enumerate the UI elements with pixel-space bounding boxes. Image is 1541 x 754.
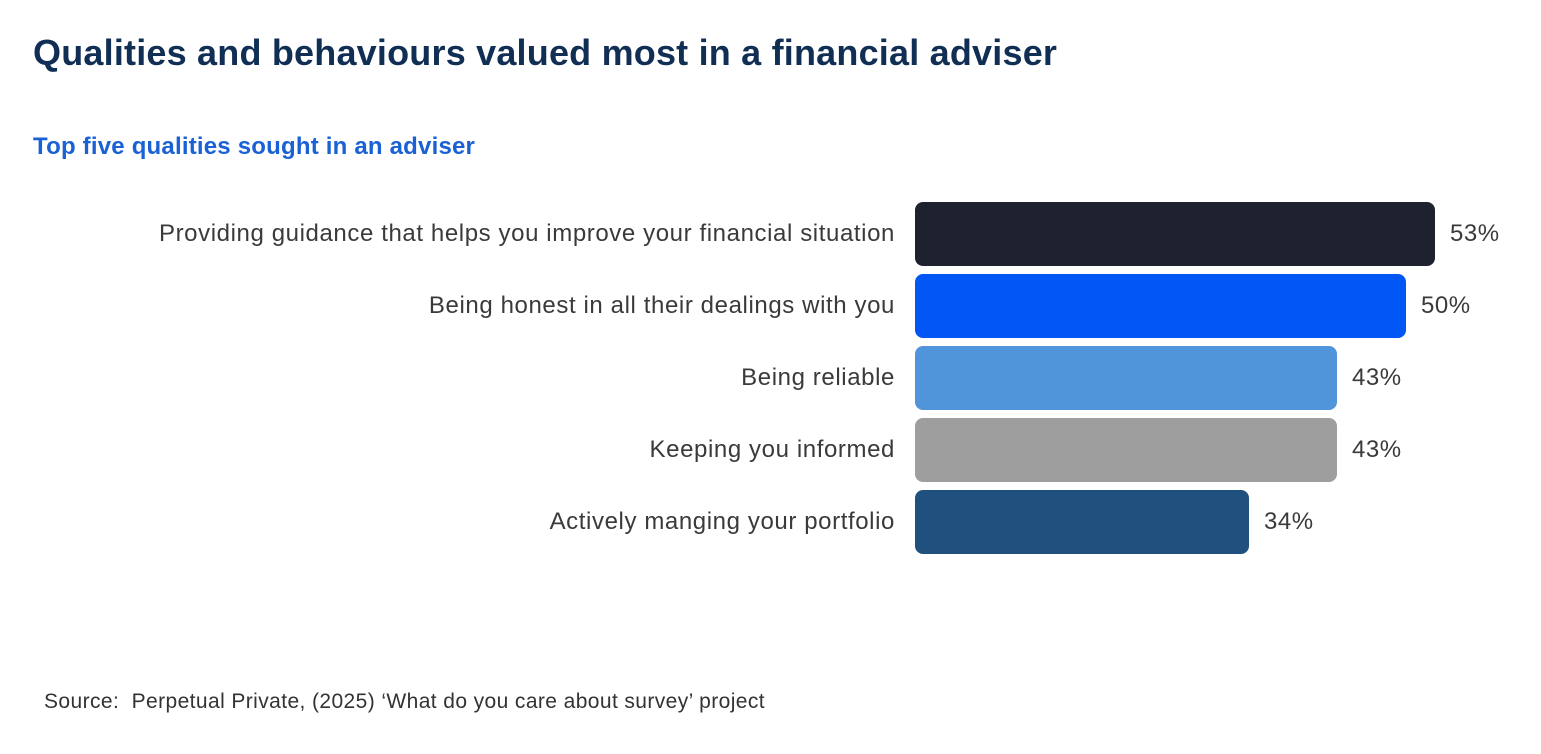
value-label: 50% [1421, 292, 1471, 320]
bar-track: 43% [915, 346, 1501, 411]
bar [915, 346, 1337, 411]
bar-row-5: Actively manging your portfolio 34% [33, 490, 1501, 555]
category-label: Being reliable [741, 364, 895, 392]
value-label: 53% [1450, 220, 1500, 248]
bar [915, 202, 1435, 267]
bar [915, 418, 1337, 483]
category-label: Keeping you informed [649, 436, 895, 464]
bar-row-3: Being reliable 43% [33, 346, 1501, 411]
bar [915, 274, 1406, 339]
chart-subtitle: Top five qualities sought in an adviser [33, 133, 476, 161]
bar-track: 50% [915, 274, 1501, 339]
source-note: Source: Perpetual Private, (2025) ‘What … [44, 690, 766, 713]
bar-track: 53% [915, 202, 1501, 267]
value-label: 34% [1264, 508, 1314, 536]
bar-track: 43% [915, 418, 1501, 483]
value-label: 43% [1352, 364, 1402, 392]
bar-row-4: Keeping you informed 43% [33, 418, 1501, 483]
bar-track: 34% [915, 490, 1501, 555]
category-label: Providing guidance that helps you improv… [158, 220, 895, 248]
bar [915, 490, 1249, 555]
bar-row-1: Providing guidance that helps you improv… [33, 202, 1501, 267]
page-title: Qualities and behaviours valued most in … [33, 32, 1058, 73]
bar-chart: Providing guidance that helps you improv… [33, 202, 1501, 555]
value-label: 43% [1352, 436, 1402, 464]
bar-row-2: Being honest in all their dealings with … [33, 274, 1501, 339]
category-label: Actively manging your portfolio [549, 508, 895, 536]
category-label: Being honest in all their dealings with … [428, 292, 895, 320]
